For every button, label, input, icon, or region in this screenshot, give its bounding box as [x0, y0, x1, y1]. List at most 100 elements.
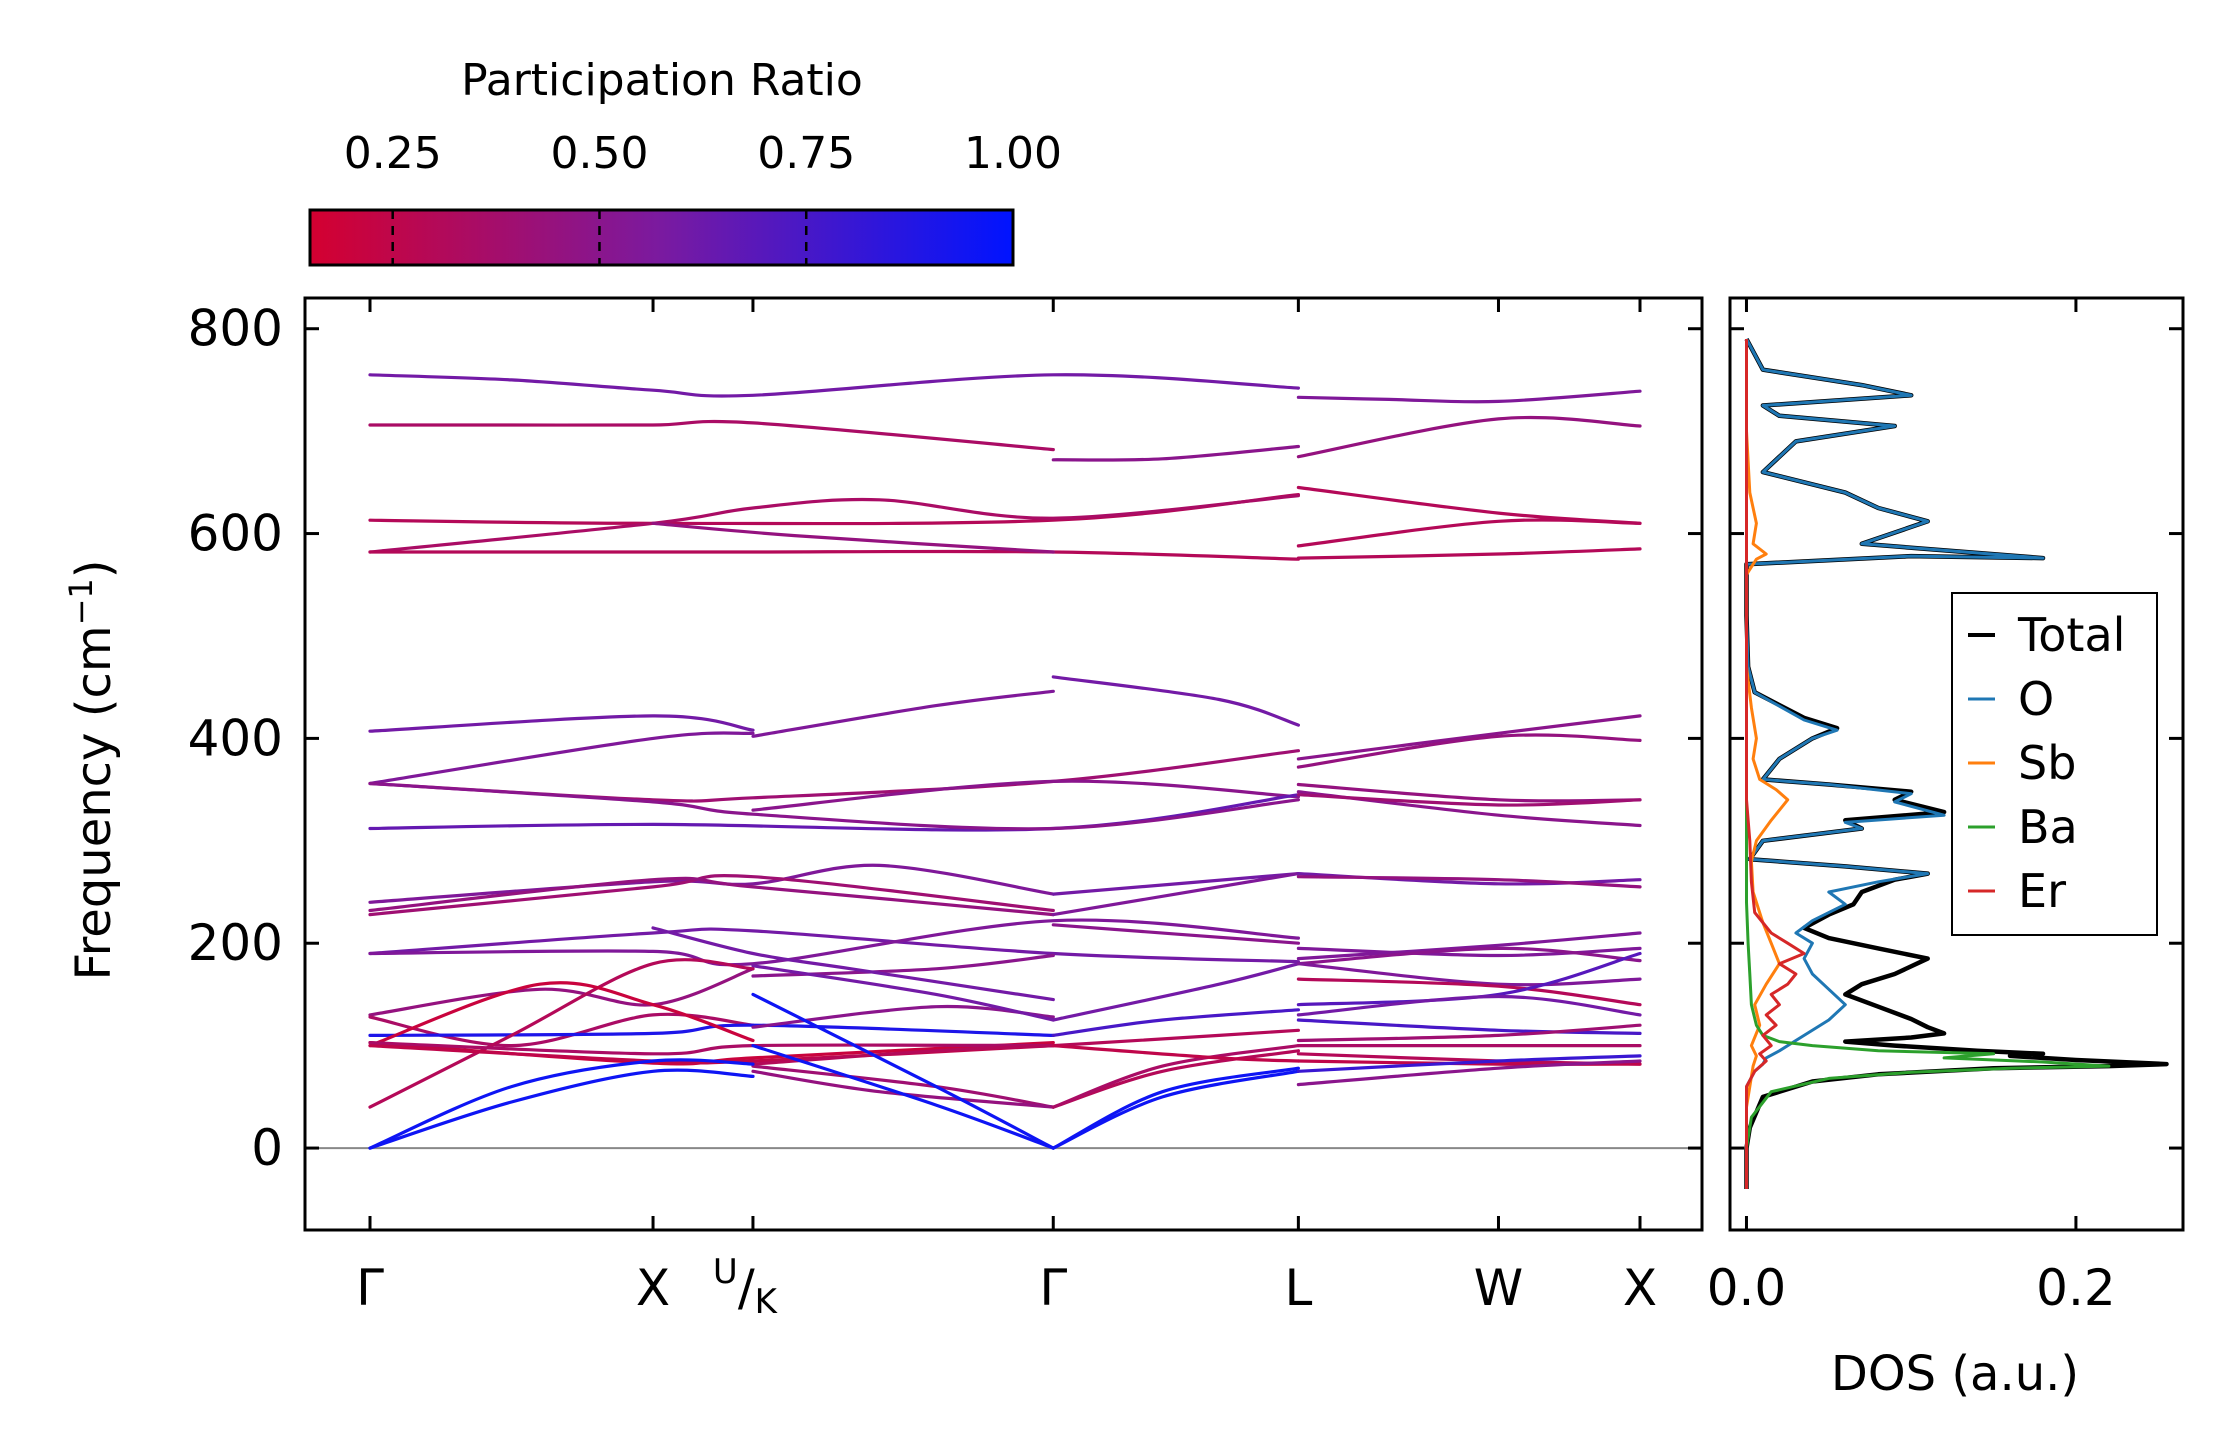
dos-series-o [1745, 338, 2045, 1189]
phonon-band [751, 1069, 1055, 1109]
phonon-band [1296, 951, 1642, 1007]
phonon-band [1051, 923, 1300, 945]
phonon-band [368, 494, 1300, 554]
colorbar-gradient [308, 208, 1015, 267]
y-tick-label: 200 [188, 914, 283, 972]
colorbar-label: Participation Ratio [461, 55, 863, 106]
high-symmetry-label: Γ [356, 1259, 384, 1317]
band-plot-frame [303, 296, 1704, 1232]
phonon-band [368, 1058, 755, 1150]
dos-series-er [1745, 339, 1806, 1189]
dos-lines [1744, 337, 2169, 1189]
phonon-band [368, 793, 1300, 832]
phonon-band [1051, 1066, 1300, 1150]
high-symmetry-label: X [1623, 1259, 1657, 1317]
phonon-band [1051, 1028, 1300, 1048]
phonon-band [1296, 977, 1642, 1007]
y-tick-label: 400 [188, 709, 283, 767]
high-symmetry-label: U/K [713, 1252, 779, 1322]
colorbar-tick-label: 0.75 [757, 128, 855, 179]
y-tick-label: 0 [251, 1119, 283, 1177]
phonon-band [368, 918, 1300, 967]
phonon-band [1051, 962, 1300, 1022]
phonon-band [1051, 1069, 1300, 1150]
y-axis-label: Frequency (cm−1) [62, 559, 122, 980]
phonon-band [1051, 872, 1300, 917]
colorbar-tick-label: 0.25 [344, 128, 442, 179]
phonon-band [1296, 962, 1642, 987]
phonon-band [751, 992, 1055, 1150]
phonon-band [751, 689, 1055, 738]
phonon-band [751, 779, 1300, 812]
colorbar-tick-label: 0.50 [550, 128, 648, 179]
phonon-band [368, 781, 1300, 831]
colorbar-tick-label: 1.00 [964, 128, 1062, 179]
phonon-band [368, 981, 755, 1048]
phonon-band [1296, 389, 1642, 404]
phonon-band [1296, 1059, 1642, 1087]
dos-x-axis-label: DOS (a.u.) [1831, 1346, 2079, 1402]
phonon-band [1051, 1044, 1300, 1063]
phonon-band [751, 1044, 1055, 1150]
phonon-band [1296, 946, 1642, 958]
phonon-band [1296, 1023, 1642, 1043]
phonon-band [1296, 485, 1642, 525]
phonon-band [1296, 547, 1642, 560]
phonon-band [368, 549, 1300, 561]
phonon-band [1296, 875, 1642, 889]
phonon-band [751, 953, 1055, 978]
legend-label-total: Total [2017, 608, 2125, 662]
phonon-band [1296, 714, 1642, 761]
phonon-band [1296, 1018, 1642, 1035]
dos-plot-frame [1728, 296, 2185, 1232]
phonon-band [651, 521, 1055, 554]
phonon-band [368, 1023, 1055, 1037]
phonon-band [1296, 994, 1642, 1017]
legend-label-o: O [2018, 672, 2054, 726]
high-symmetry-label: W [1474, 1259, 1523, 1317]
phonon-band [368, 373, 1300, 398]
band-structure-plot: 0 200 400 600 800 Γ X U/K Γ L W X Frequency (cm−1) [62, 296, 1704, 1322]
phonon-band [1296, 518, 1642, 548]
dos-legend: Total O Sb Ba Er [1951, 592, 2158, 936]
phonon-band [368, 958, 755, 1109]
band-lines [368, 373, 1642, 1150]
phonon-band [368, 927, 1300, 964]
phonon-band [751, 1064, 1055, 1109]
phonon-band [1051, 1008, 1300, 1037]
dos-x-tick-label: 0.2 [2036, 1259, 2116, 1317]
colorbar: Participation Ratio 0.25 0.50 0.75 1.00 [308, 55, 1062, 267]
phonon-band [1296, 1054, 1642, 1073]
legend-label-ba: Ba [2018, 800, 2078, 854]
dos-plot: 0.0 0.2 DOS (a.u.) Total O Sb Ba Er [1707, 296, 2185, 1402]
phonon-band [368, 1068, 755, 1150]
legend-label-er: Er [2018, 864, 2066, 918]
phonon-band [1051, 675, 1300, 727]
phonon-band [1296, 733, 1642, 769]
high-symmetry-label: Γ [1039, 1259, 1067, 1317]
phonon-band [368, 419, 1055, 452]
high-symmetry-label: X [636, 1259, 670, 1317]
phonon-band [751, 1044, 1055, 1066]
phonon-band [368, 876, 1055, 917]
phonon-band [368, 731, 755, 786]
phonon-band [1296, 793, 1642, 807]
dos-x-tick-label: 0.0 [1707, 1259, 1787, 1317]
phonon-band [1051, 872, 1300, 896]
dos-series-ba [1745, 339, 2111, 1189]
phonon-band [1296, 415, 1642, 459]
phonon-band [651, 926, 1055, 1002]
phonon-band [751, 964, 1055, 1022]
phonon-band [1051, 444, 1300, 462]
phonon-band [1051, 1044, 1300, 1109]
phonon-band [368, 1041, 1055, 1056]
phonon-band [1296, 931, 1642, 961]
high-symmetry-label: L [1284, 1259, 1312, 1317]
y-tick-label: 600 [188, 505, 283, 563]
phonon-band [368, 714, 755, 733]
phonon-band [1296, 946, 1642, 966]
phonon-band [368, 863, 1055, 904]
phonon-band [368, 874, 1055, 917]
legend-label-sb: Sb [2018, 736, 2076, 790]
